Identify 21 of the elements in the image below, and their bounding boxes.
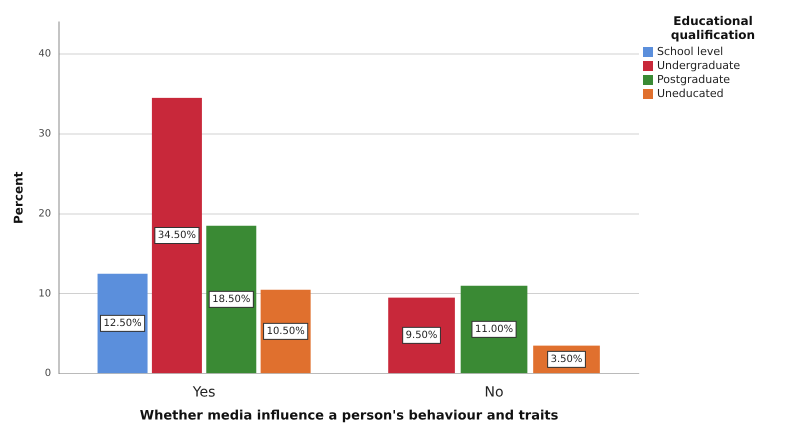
- legend-label: Undergraduate: [657, 59, 740, 73]
- data-label: 10.50%: [266, 326, 305, 337]
- data-label: 9.50%: [406, 330, 438, 341]
- y-tick-label: 30: [38, 128, 52, 140]
- legend-label: Postgraduate: [657, 73, 730, 87]
- legend-label: Uneducated: [657, 87, 724, 101]
- x-tick-label: No: [484, 384, 504, 401]
- data-label: 3.50%: [550, 354, 582, 365]
- data-label: 34.50%: [158, 230, 196, 242]
- y-axis-title: Percent: [11, 171, 26, 224]
- legend-label: School level: [657, 45, 724, 59]
- y-tick-label: 20: [38, 208, 52, 220]
- data-label: 18.50%: [212, 294, 250, 306]
- x-axis-title: Whether media influence a person's behaviour and traits: [140, 408, 559, 424]
- data-label: 12.50%: [103, 318, 142, 329]
- y-tick-label: 0: [44, 368, 52, 380]
- data-label: 11.00%: [474, 324, 514, 335]
- y-tick-label: 40: [38, 48, 52, 60]
- legend-title: Educational qualification: [670, 14, 756, 42]
- x-tick-label: Yes: [192, 384, 216, 401]
- y-tick-label: 10: [38, 288, 52, 300]
